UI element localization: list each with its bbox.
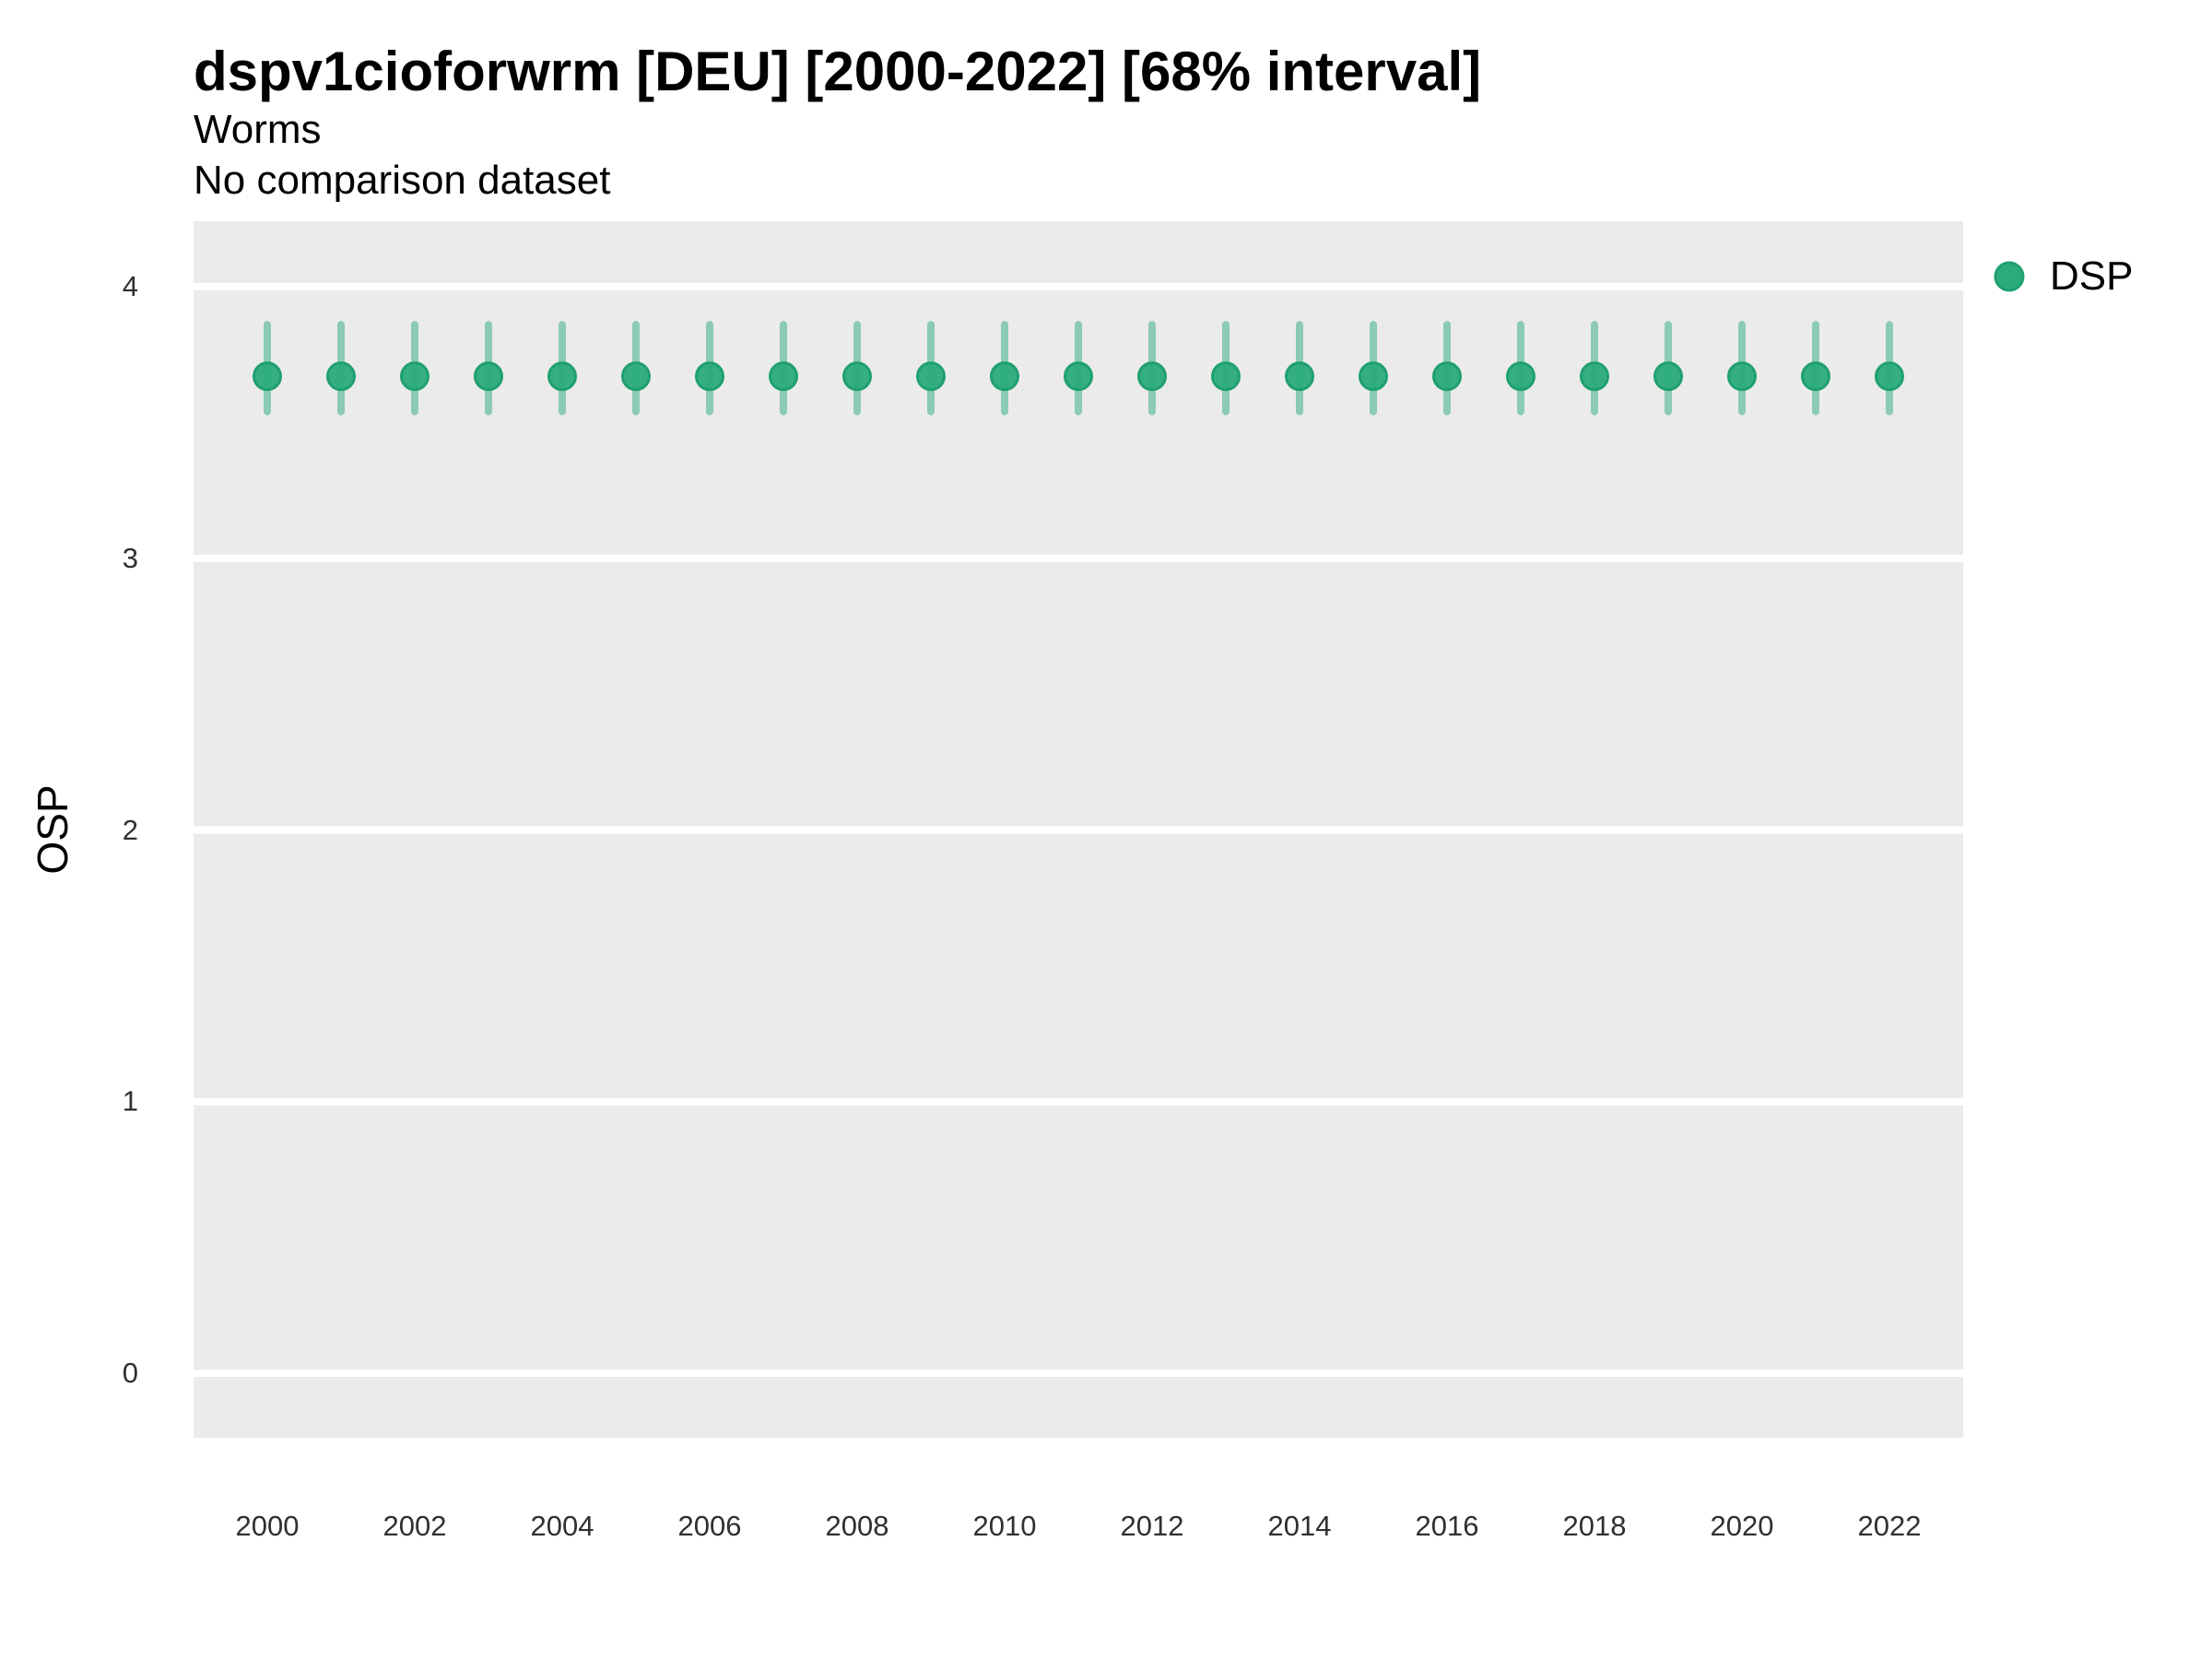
data-point-2008 [842, 361, 872, 392]
gridline-y-1 [194, 1098, 1963, 1106]
y-tick-label-1: 1 [122, 1085, 138, 1117]
data-point-2018 [1580, 361, 1609, 392]
data-point-2000 [253, 361, 282, 392]
data-point-2002 [400, 361, 429, 392]
gridline-y-3 [194, 554, 1963, 562]
data-point-2015 [1359, 361, 1388, 392]
x-tick-label-2020: 2020 [1710, 1510, 1774, 1542]
x-tick-label-2006: 2006 [677, 1510, 742, 1542]
y-tick-label-0: 0 [122, 1357, 138, 1389]
y-tick-label-2: 2 [122, 814, 138, 846]
data-point-2014 [1285, 361, 1314, 392]
x-tick-label-2004: 2004 [530, 1510, 594, 1542]
chart-title: dspv1cioforwrm [DEU] [2000-2022] [68% in… [194, 41, 1482, 102]
data-point-2003 [474, 361, 503, 392]
x-tick-label-2000: 2000 [235, 1510, 300, 1542]
y-tick-label-3: 3 [122, 542, 138, 574]
data-point-2001 [326, 361, 356, 392]
x-tick-label-2018: 2018 [1562, 1510, 1627, 1542]
legend: DSP [1989, 251, 2133, 302]
gridline-y-4 [194, 283, 1963, 290]
x-tick-label-2016: 2016 [1415, 1510, 1479, 1542]
x-tick-label-2022: 2022 [1857, 1510, 1922, 1542]
data-point-2010 [990, 361, 1019, 392]
legend-key-dot [1994, 261, 2025, 292]
data-point-2012 [1137, 361, 1167, 392]
data-point-2016 [1432, 361, 1462, 392]
data-point-2013 [1211, 361, 1241, 392]
x-tick-label-2012: 2012 [1120, 1510, 1184, 1542]
gridline-y-0 [194, 1370, 1963, 1377]
chart-subtitle: Worms [194, 107, 322, 152]
chart-subtitle-line2: No comparison dataset [194, 158, 611, 203]
data-point-2019 [1653, 361, 1683, 392]
legend-label: DSP [2050, 253, 2134, 299]
data-point-2022 [1875, 361, 1904, 392]
x-tick-label-2014: 2014 [1267, 1510, 1332, 1542]
data-point-2005 [621, 361, 651, 392]
x-tick-label-2010: 2010 [972, 1510, 1037, 1542]
data-point-2004 [547, 361, 577, 392]
gridline-y-2 [194, 826, 1963, 834]
x-tick-label-2002: 2002 [382, 1510, 447, 1542]
plot-panel [194, 221, 1963, 1438]
data-point-2009 [916, 361, 946, 392]
data-point-2007 [769, 361, 798, 392]
data-point-2020 [1727, 361, 1757, 392]
data-point-2006 [695, 361, 724, 392]
y-tick-label-4: 4 [122, 270, 138, 302]
data-point-2017 [1506, 361, 1535, 392]
data-point-2011 [1064, 361, 1093, 392]
data-point-2021 [1801, 361, 1830, 392]
x-tick-label-2008: 2008 [825, 1510, 889, 1542]
